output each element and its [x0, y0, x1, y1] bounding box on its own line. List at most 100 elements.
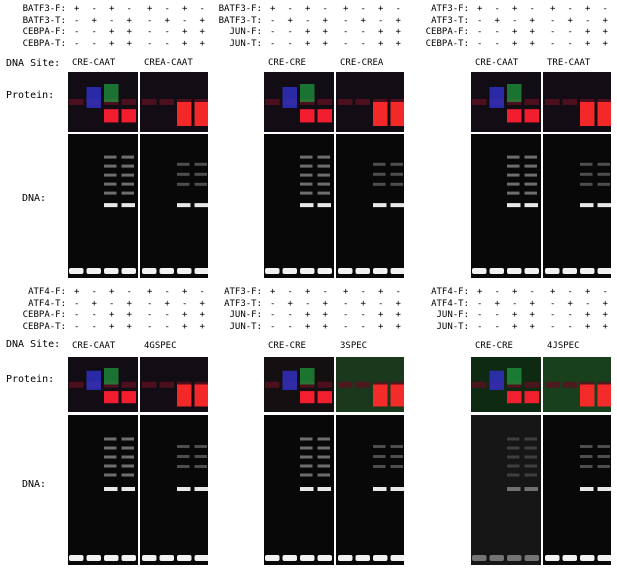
condition-row-label: CEBPA-F: [425, 27, 469, 37]
condition-sign: - [126, 4, 132, 14]
condition-sign: - [477, 298, 483, 309]
condition-sign: + [182, 310, 188, 320]
condition-sign: - [494, 38, 500, 49]
condition-sign: - [360, 287, 366, 297]
condition-sign: - [494, 321, 500, 332]
condition-sign: - [343, 310, 349, 320]
condition-sign: + [512, 4, 518, 14]
condition-sign: - [199, 287, 205, 297]
condition-sign: + [512, 38, 518, 49]
condition-sign: + [126, 38, 132, 49]
dna-site-name: 3SPEC [340, 341, 368, 351]
condition-sign: + [395, 38, 401, 49]
dna-site-name: TRE-CAAT [547, 58, 591, 68]
dna-site-label-2: DNA Site: [6, 339, 61, 350]
dna-site-name: CRE-CRE [475, 341, 513, 351]
condition-sign: - [567, 321, 573, 332]
condition-sign: + [360, 298, 366, 309]
condition-sign: - [343, 15, 349, 26]
condition-sign: - [91, 310, 97, 320]
dna-gel-image [471, 415, 611, 565]
condition-sign: - [126, 287, 132, 297]
condition-sign: + [287, 15, 293, 26]
dna-site-name: CREA-CAAT [144, 58, 193, 68]
condition-sign: - [512, 15, 518, 26]
condition-sign: + [199, 321, 205, 332]
condition-sign: - [550, 15, 556, 26]
condition-sign: + [287, 298, 293, 309]
condition-sign: - [164, 38, 170, 49]
dna-site-name: 4JSPEC [547, 341, 580, 351]
condition-row-label: JUN-F: [436, 310, 469, 320]
condition-sign: - [182, 15, 188, 26]
condition-sign: - [287, 4, 293, 14]
condition-sign: + [91, 15, 97, 26]
condition-row-label: JUN-F: [229, 310, 262, 320]
condition-sign: + [529, 310, 535, 320]
condition-sign: + [378, 27, 384, 37]
condition-sign: + [109, 4, 115, 14]
condition-sign: - [529, 287, 535, 297]
condition-sign: + [164, 15, 170, 26]
dna-label-2: DNA: [22, 479, 47, 490]
dna-label: DNA: [22, 193, 47, 204]
condition-sign: + [378, 38, 384, 49]
condition-sign: - [270, 27, 276, 37]
protein-gel-image [264, 72, 404, 132]
condition-sign: - [494, 287, 500, 297]
condition-sign: + [529, 15, 535, 26]
condition-sign: - [360, 310, 366, 320]
condition-sign: + [322, 321, 328, 332]
condition-sign: - [550, 321, 556, 332]
condition-row-label: ATF4-F: [28, 287, 66, 297]
condition-sign: + [550, 287, 556, 297]
condition-sign: - [477, 310, 483, 320]
condition-row-label: ATF3-T: [224, 298, 262, 309]
condition-sign: - [343, 38, 349, 49]
condition-sign: - [602, 4, 608, 14]
condition-sign: - [91, 287, 97, 297]
condition-row-label: ATF3-T: [431, 15, 469, 26]
condition-sign: + [378, 321, 384, 332]
condition-row-label: BATF3-T: [22, 15, 66, 26]
condition-sign: + [494, 15, 500, 26]
condition-sign: + [378, 310, 384, 320]
condition-row-label: ATF3-F: [224, 287, 262, 297]
condition-sign: - [91, 321, 97, 332]
condition-sign: + [585, 310, 591, 320]
condition-sign: - [477, 27, 483, 37]
condition-sign: + [602, 15, 608, 26]
dna-site-name: CRE-CAAT [72, 58, 116, 68]
condition-sign: - [91, 38, 97, 49]
condition-row-label: ATF3-F: [431, 4, 469, 14]
condition-sign: + [567, 298, 573, 309]
condition-sign: + [305, 287, 311, 297]
condition-sign: + [512, 321, 518, 332]
condition-sign: + [147, 287, 153, 297]
condition-sign: - [147, 298, 153, 309]
condition-sign: + [182, 321, 188, 332]
condition-sign: - [74, 27, 80, 37]
condition-sign: + [109, 38, 115, 49]
condition-sign: + [343, 4, 349, 14]
dna-site-name: CRE-CAAT [475, 58, 519, 68]
condition-row-label: CEBPA-T: [22, 38, 66, 49]
condition-sign: - [147, 15, 153, 26]
dna-site-name: CRE-CAAT [72, 341, 116, 351]
condition-sign: + [395, 27, 401, 37]
condition-sign: + [109, 310, 115, 320]
dna-site-name: CRE-CREA [340, 58, 384, 68]
condition-sign: + [322, 15, 328, 26]
dna-gel-image [471, 134, 611, 278]
condition-sign: + [305, 38, 311, 49]
condition-sign: - [477, 15, 483, 26]
condition-sign: - [567, 27, 573, 37]
protein-gel-image [471, 357, 611, 412]
condition-sign: + [305, 321, 311, 332]
condition-sign: + [585, 27, 591, 37]
condition-row-label: JUN-T: [229, 38, 262, 49]
condition-sign: + [512, 310, 518, 320]
condition-sign: + [322, 310, 328, 320]
condition-sign: + [270, 287, 276, 297]
condition-sign: - [270, 310, 276, 320]
